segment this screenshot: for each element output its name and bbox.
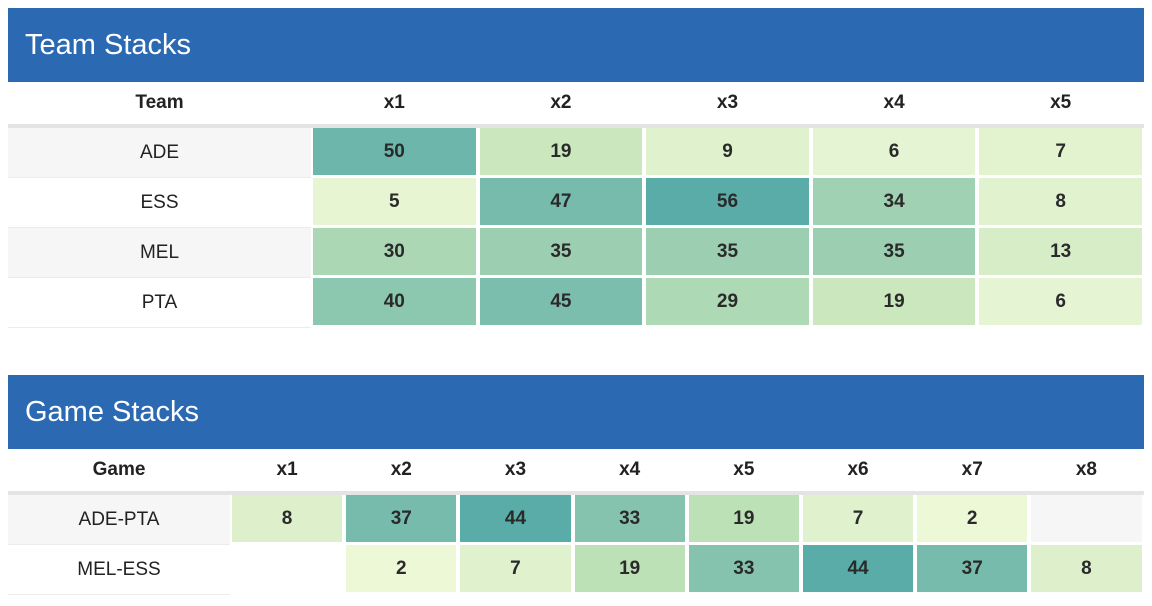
game-stacks-value-cell: 7: [802, 495, 914, 542]
game-stacks-row-label: MEL-ESS: [8, 545, 230, 595]
team-stacks-row-label: ESS: [8, 178, 311, 228]
game-stacks-value-cell: 8: [1031, 545, 1142, 592]
game-stacks-value-cell: 8: [232, 495, 343, 542]
game-stacks-value-cell: 7: [460, 545, 571, 592]
game-stacks-panel: Game Stacks Game x1 x2 x3 x4 x5 x6 x7 x8 ADE-PTA…: [8, 375, 1144, 595]
game-stacks-header-x3[interactable]: x3: [504, 459, 527, 480]
game-stacks-value-cell: [1031, 495, 1142, 542]
team-stacks-value-cell: 7: [979, 128, 1142, 175]
team-stacks-title: Team Stacks: [8, 8, 1144, 82]
team-stacks-value-cell: 8: [979, 178, 1142, 225]
team-stacks-value-cell: 19: [812, 278, 976, 325]
game-stacks-header-x6[interactable]: x6: [847, 459, 869, 480]
game-stacks-value-cell: 19: [688, 495, 799, 542]
game-stacks-header-game[interactable]: Game: [92, 459, 146, 480]
team-stacks-value-cell: 19: [479, 128, 643, 175]
team-stacks-value-cell: 34: [812, 178, 976, 225]
team-stacks-header-x1[interactable]: x1: [383, 92, 405, 113]
team-stacks-header-x3[interactable]: x3: [716, 92, 739, 113]
team-stacks-header-x4[interactable]: x4: [883, 92, 905, 113]
team-stacks-row-label: ADE: [8, 128, 311, 178]
team-stacks-value-cell: 29: [646, 278, 809, 325]
game-stacks-value-cell: 19: [574, 545, 685, 592]
team-stacks-value-cell: 50: [313, 128, 476, 175]
game-stacks-value-cell: 2: [346, 545, 457, 592]
team-stacks-value-cell: 6: [812, 128, 976, 175]
game-stacks-value-cell: [232, 545, 342, 592]
game-stacks-value-cell: 2: [917, 495, 1028, 542]
table-row: ESS 5 47 56 34 8: [8, 178, 1144, 228]
team-stacks-value-cell: 35: [812, 228, 976, 275]
table-row: PTA 40 45 29 19 6: [8, 278, 1144, 328]
team-stacks-panel: Team Stacks Team x1 x2 x3 x4 x5 ADE 50 19 9 6 7 ESS…: [8, 8, 1144, 328]
team-stacks-header-x5[interactable]: x5: [1050, 92, 1072, 113]
game-stacks-row-label: ADE-PTA: [8, 495, 230, 545]
team-stacks-value-cell: 35: [646, 228, 809, 275]
game-stacks-value-cell: 33: [574, 495, 685, 542]
team-stacks-value-cell: 40: [313, 278, 476, 325]
team-stacks-value-cell: 30: [313, 228, 476, 275]
game-stacks-value-cell: 33: [688, 545, 799, 592]
game-stacks-table-body: ADE-PTA 8 37 44 33 19 7 2 MEL-ESS 2 7 19 33 44 37 8: [8, 495, 1144, 595]
table-row: MEL-ESS 2 7 19 33 44 37 8: [8, 545, 1144, 595]
team-stacks-header-x2[interactable]: x2: [550, 92, 572, 113]
team-stacks-value-cell: 9: [646, 128, 809, 175]
game-stacks-header-x5[interactable]: x5: [733, 459, 755, 480]
game-stacks-value-cell: 37: [917, 545, 1028, 592]
team-stacks-header-team[interactable]: Team: [135, 92, 184, 113]
team-stacks-value-cell: 45: [479, 278, 643, 325]
game-stacks-header-x1[interactable]: x1: [276, 459, 298, 480]
game-stacks-value-cell: 44: [460, 495, 571, 542]
game-stacks-header-row: Game x1 x2 x3 x4 x5 x6 x7 x8: [8, 449, 1144, 495]
team-stacks-row-label: PTA: [8, 278, 311, 328]
game-stacks-value-cell: 37: [346, 495, 457, 542]
table-row: ADE 50 19 9 6 7: [8, 128, 1144, 178]
team-stacks-value-cell: 6: [979, 278, 1142, 325]
team-stacks-value-cell: 35: [479, 228, 643, 275]
game-stacks-header-x8[interactable]: x8: [1075, 459, 1097, 480]
game-stacks-title: Game Stacks: [8, 375, 1144, 449]
team-stacks-header-row: Team x1 x2 x3 x4 x5: [8, 82, 1144, 128]
team-stacks-value-cell: 56: [646, 178, 809, 225]
game-stacks-value-cell: 44: [802, 545, 914, 592]
table-row: ADE-PTA 8 37 44 33 19 7 2: [8, 495, 1144, 545]
team-stacks-table-body: ADE 50 19 9 6 7 ESS 5 47 56 34 8 MEL 30 35 35 35 13 PTA 40 4…: [8, 128, 1144, 328]
team-stacks-row-label: MEL: [8, 228, 311, 278]
game-stacks-header-x7[interactable]: x7: [961, 459, 983, 480]
game-stacks-header-x4[interactable]: x4: [619, 459, 641, 480]
team-stacks-value-cell: 13: [979, 228, 1142, 275]
team-stacks-value-cell: 5: [313, 178, 476, 225]
table-row: MEL 30 35 35 35 13: [8, 228, 1144, 278]
game-stacks-header-x2[interactable]: x2: [390, 459, 412, 480]
team-stacks-value-cell: 47: [479, 178, 643, 225]
